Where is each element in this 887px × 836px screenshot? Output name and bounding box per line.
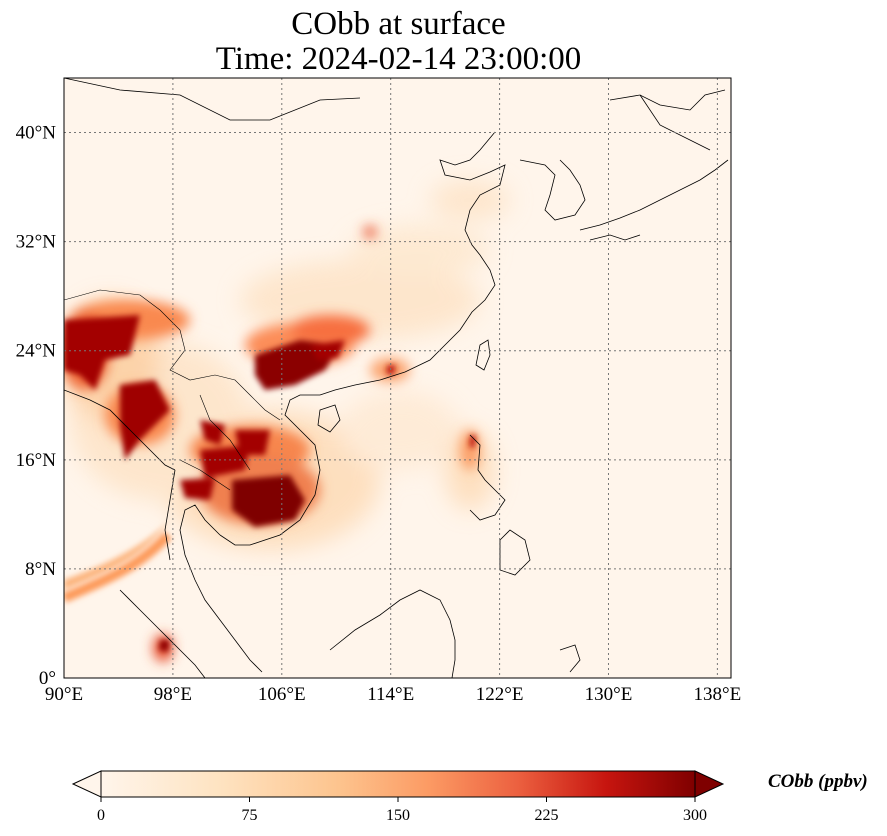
colorbar-title: CObb (ppbv) [768, 771, 868, 792]
longitude-labels: 90°E 98°E 106°E 114°E 122°E 130°E 138°E [45, 684, 741, 705]
longitude-tick-label: 98°E [154, 684, 192, 705]
colorbar-tick-label: 150 [386, 807, 410, 824]
longitude-tick-label: 106°E [258, 684, 306, 705]
cobb-field [64, 180, 510, 662]
latitude-tick-label: 0° [39, 668, 56, 689]
colorbar-tick-label: 75 [242, 807, 258, 824]
longitude-tick-label: 122°E [476, 684, 524, 705]
colorbar: 0 75 150 225 300 CObb (ppbv) [71, 770, 868, 824]
colorbar-tick-label: 300 [683, 807, 707, 824]
map-frame [63, 77, 732, 679]
gridlines [64, 78, 731, 678]
map-title: CObb at surface [291, 6, 506, 42]
colorbar-tick-label: 225 [535, 807, 559, 824]
colorbar-tick-label: 0 [97, 807, 105, 824]
latitude-tick-label: 24°N [16, 341, 57, 362]
colorbar-body [100, 770, 696, 798]
longitude-tick-label: 90°E [45, 684, 83, 705]
colorbar-min-extend [71, 770, 102, 798]
latitude-tick-label: 32°N [16, 232, 57, 253]
colorbar-max-extend [694, 770, 725, 798]
longitude-tick-label: 130°E [585, 684, 633, 705]
latitude-tick-label: 40°N [16, 123, 57, 144]
latitude-tick-label: 8°N [25, 559, 56, 580]
longitude-tick-label: 114°E [367, 684, 414, 705]
latitude-tick-label: 16°N [16, 450, 57, 471]
latitude-labels: 0° 8°N 16°N 24°N 32°N 40°N [16, 123, 57, 689]
map-time: Time: 2024-02-14 23:00:00 [215, 41, 582, 77]
longitude-tick-label: 138°E [694, 684, 742, 705]
